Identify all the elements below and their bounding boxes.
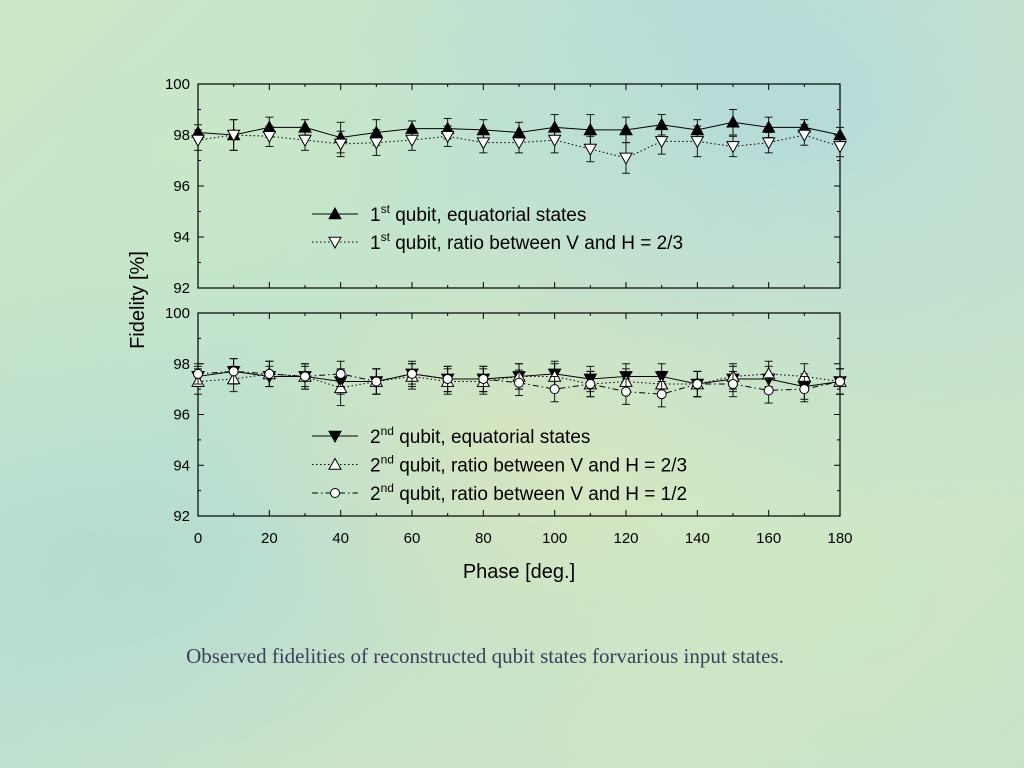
data-point <box>333 380 348 394</box>
legend-marker <box>328 236 342 250</box>
y-tick-label: 98 <box>173 127 190 144</box>
data-point <box>371 376 382 387</box>
data-point <box>654 117 669 131</box>
data-point <box>262 130 277 144</box>
data-point <box>726 141 740 154</box>
data-point <box>191 134 205 148</box>
panel-1: 92 94 96 98 100 1st qubit, equatorial states 1… <box>165 76 847 297</box>
data-point <box>621 386 631 397</box>
x-tick-label: 140 <box>685 530 710 547</box>
data-point <box>619 122 633 136</box>
legend-label: 1st qubit, equatorial states <box>370 202 586 226</box>
data-point <box>583 143 598 157</box>
data-point <box>335 368 346 379</box>
legend-entry: 2nd qubit, ratio between V and H = 1/2 <box>312 481 687 505</box>
data-point <box>407 368 417 379</box>
data-point <box>654 136 669 149</box>
x-tick-label: 0 <box>194 530 202 547</box>
legend-entry: 2nd qubit, equatorial states <box>312 424 590 448</box>
y-tick-label: 94 <box>173 229 190 246</box>
data-point <box>300 371 310 382</box>
panel-2: 92 94 96 98 100 2nd qubit, equatorial states 2… <box>165 305 847 525</box>
data-point <box>549 384 560 395</box>
data-point <box>264 368 275 379</box>
y-tick-label: 92 <box>173 280 190 297</box>
y-axis-label: Fidelity [%] <box>127 251 149 349</box>
x-tick-label: 100 <box>542 530 567 547</box>
x-tick-label: 180 <box>827 530 852 547</box>
legend-marker <box>330 488 340 498</box>
data-point <box>728 379 738 390</box>
data-point <box>799 384 810 395</box>
legend-entry: 1st qubit, ratio between V and H = 2/3 <box>312 230 683 254</box>
data-point <box>440 130 455 144</box>
x-tick-label: 80 <box>475 530 492 547</box>
legend-entry: 1st qubit, equatorial states <box>312 202 586 226</box>
data-point <box>405 134 419 148</box>
x-tick-label: 40 <box>332 530 349 547</box>
legend-label: 2nd qubit, equatorial states <box>370 424 590 448</box>
x-tick-label: 60 <box>404 530 421 547</box>
data-point <box>193 368 203 379</box>
data-point <box>512 137 526 150</box>
data-point <box>369 137 384 150</box>
data-point <box>692 379 703 390</box>
data-point <box>228 366 239 377</box>
series-1-2 <box>191 119 847 174</box>
y-tick-label: 96 <box>173 407 190 424</box>
slide-caption: Observed fidelities of reconstructed qub… <box>186 644 784 668</box>
data-point <box>761 366 776 380</box>
data-point <box>656 389 667 400</box>
data-point <box>619 152 633 165</box>
data-point <box>690 136 705 149</box>
y-tick-label: 94 <box>173 457 190 474</box>
plot-frame <box>197 83 841 289</box>
x-tick-label: 160 <box>756 530 781 547</box>
data-point <box>833 141 847 154</box>
data-point <box>547 134 562 148</box>
x-tick-label: 20 <box>261 530 278 547</box>
data-point <box>763 385 774 396</box>
y-tick-label: 98 <box>173 356 190 373</box>
legend-label: 1st qubit, ratio between V and H = 2/3 <box>370 230 683 254</box>
data-point <box>514 377 524 388</box>
data-point <box>797 129 812 143</box>
data-point <box>333 138 348 151</box>
legend-marker <box>328 430 342 444</box>
data-point <box>298 134 312 148</box>
data-point <box>476 137 491 150</box>
x-tick-label: 120 <box>613 530 638 547</box>
data-point <box>226 129 241 143</box>
legend-marker <box>328 206 342 220</box>
legend-label: 2nd qubit, ratio between V and H = 2/3 <box>370 453 687 477</box>
series-2-3 <box>193 358 845 408</box>
legend-entry: 2nd qubit, ratio between V and H = 2/3 <box>312 453 687 477</box>
data-point <box>585 379 596 390</box>
y-tick-label: 100 <box>165 305 190 322</box>
legend-label: 2nd qubit, ratio between V and H = 1/2 <box>370 481 687 505</box>
x-axis-label: Phase [deg.] <box>463 561 575 583</box>
data-point <box>726 115 740 128</box>
legend-marker <box>328 457 342 470</box>
y-tick-label: 100 <box>165 76 190 93</box>
data-point <box>478 373 489 384</box>
y-tick-label: 92 <box>173 508 190 525</box>
data-point <box>761 137 776 150</box>
data-point <box>583 122 598 136</box>
data-point <box>835 376 845 387</box>
y-tick-label: 96 <box>173 178 190 195</box>
data-point <box>442 373 453 384</box>
